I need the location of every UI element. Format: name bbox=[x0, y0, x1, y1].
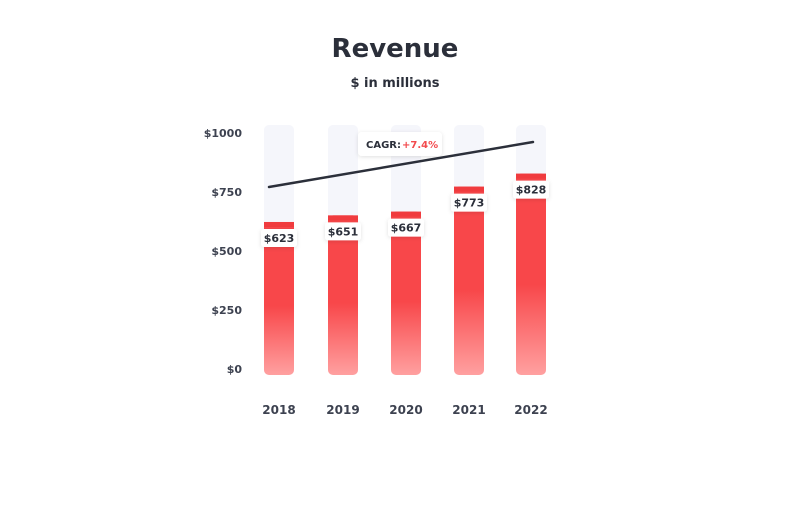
bar bbox=[516, 173, 546, 375]
x-tick-label: 2018 bbox=[262, 403, 295, 417]
chart-subtitle: $ in millions bbox=[350, 76, 440, 91]
bar bbox=[391, 211, 421, 375]
bar-cap bbox=[328, 215, 358, 221]
data-label: $773 bbox=[454, 197, 485, 210]
data-label: $651 bbox=[328, 225, 359, 238]
bar-cap bbox=[454, 186, 484, 192]
data-label: $828 bbox=[516, 184, 547, 197]
x-tick-label: 2019 bbox=[326, 403, 359, 417]
bar bbox=[328, 215, 358, 375]
bar-cap bbox=[264, 221, 294, 227]
y-tick-label: $250 bbox=[211, 304, 242, 317]
cagr-value: +7.4% bbox=[402, 140, 438, 151]
bar-cap bbox=[391, 211, 421, 217]
y-tick-label: $0 bbox=[227, 363, 243, 376]
trend-line bbox=[267, 140, 535, 189]
data-label-box bbox=[261, 228, 297, 247]
data-label-box bbox=[325, 222, 361, 241]
x-tick-label: 2020 bbox=[389, 403, 422, 417]
cagr-box bbox=[358, 132, 442, 156]
data-label-box bbox=[451, 193, 487, 212]
bar-cap bbox=[516, 173, 546, 179]
cagr-label: CAGR: bbox=[366, 140, 401, 151]
data-label-box bbox=[513, 180, 549, 199]
data-label-box bbox=[388, 218, 424, 237]
y-tick-label: $1000 bbox=[204, 127, 243, 140]
y-tick-label: $500 bbox=[211, 245, 242, 258]
data-label: $667 bbox=[391, 222, 422, 235]
bar bbox=[264, 221, 294, 375]
bar bbox=[454, 186, 484, 375]
x-tick-label: 2022 bbox=[514, 403, 547, 417]
data-label: $623 bbox=[264, 232, 295, 245]
y-tick-label: $750 bbox=[211, 186, 242, 199]
chart-title: Revenue bbox=[331, 34, 459, 64]
x-tick-label: 2021 bbox=[452, 403, 485, 417]
